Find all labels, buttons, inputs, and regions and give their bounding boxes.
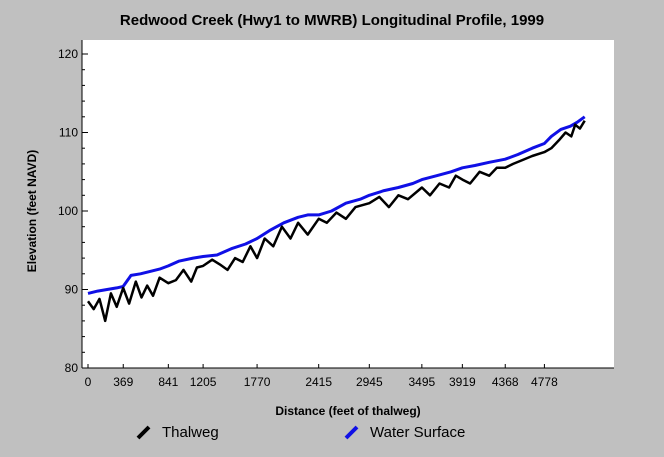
series-line-thalweg: [86, 120, 586, 323]
x-tick-label: 369: [113, 375, 133, 389]
x-tick-label: 0: [85, 375, 92, 389]
series-line-water-surface: [87, 115, 586, 295]
legend-item-thalweg: Thalweg: [134, 421, 219, 443]
y-tick-label: 100: [58, 204, 78, 218]
x-tick-label: 2415: [305, 375, 332, 389]
chart-title: Redwood Creek (Hwy1 to MWRB) Longitudina…: [119, 12, 545, 29]
x-tick-label: 1205: [190, 375, 217, 389]
y-tick-label: 110: [59, 126, 78, 140]
x-tick-label: 1770: [244, 375, 271, 389]
x-tick-label: 3495: [408, 375, 435, 389]
x-tick-label: 841: [158, 375, 178, 389]
y-tick-label: 80: [65, 361, 79, 375]
water-surface-legend-swatch: [344, 425, 359, 440]
legend-label-water-surface: Water Surface: [370, 423, 466, 441]
legend-label-thalweg: Thalweg: [162, 423, 219, 441]
legend-item-water-surface: Water Surface: [342, 421, 465, 443]
y-tick-label: 90: [65, 283, 79, 297]
x-tick-label: 4368: [492, 375, 519, 389]
x-axis-label: Distance (feet of thalweg): [275, 404, 420, 418]
y-axis-label: Elevation (feet NAVD): [25, 150, 39, 272]
x-tick-label: 4778: [531, 375, 558, 389]
thalweg-legend-swatch: [136, 425, 151, 440]
x-tick-label: 3919: [449, 375, 476, 389]
x-tick-label: 2945: [356, 375, 383, 389]
y-tick-label: 120: [58, 47, 78, 61]
